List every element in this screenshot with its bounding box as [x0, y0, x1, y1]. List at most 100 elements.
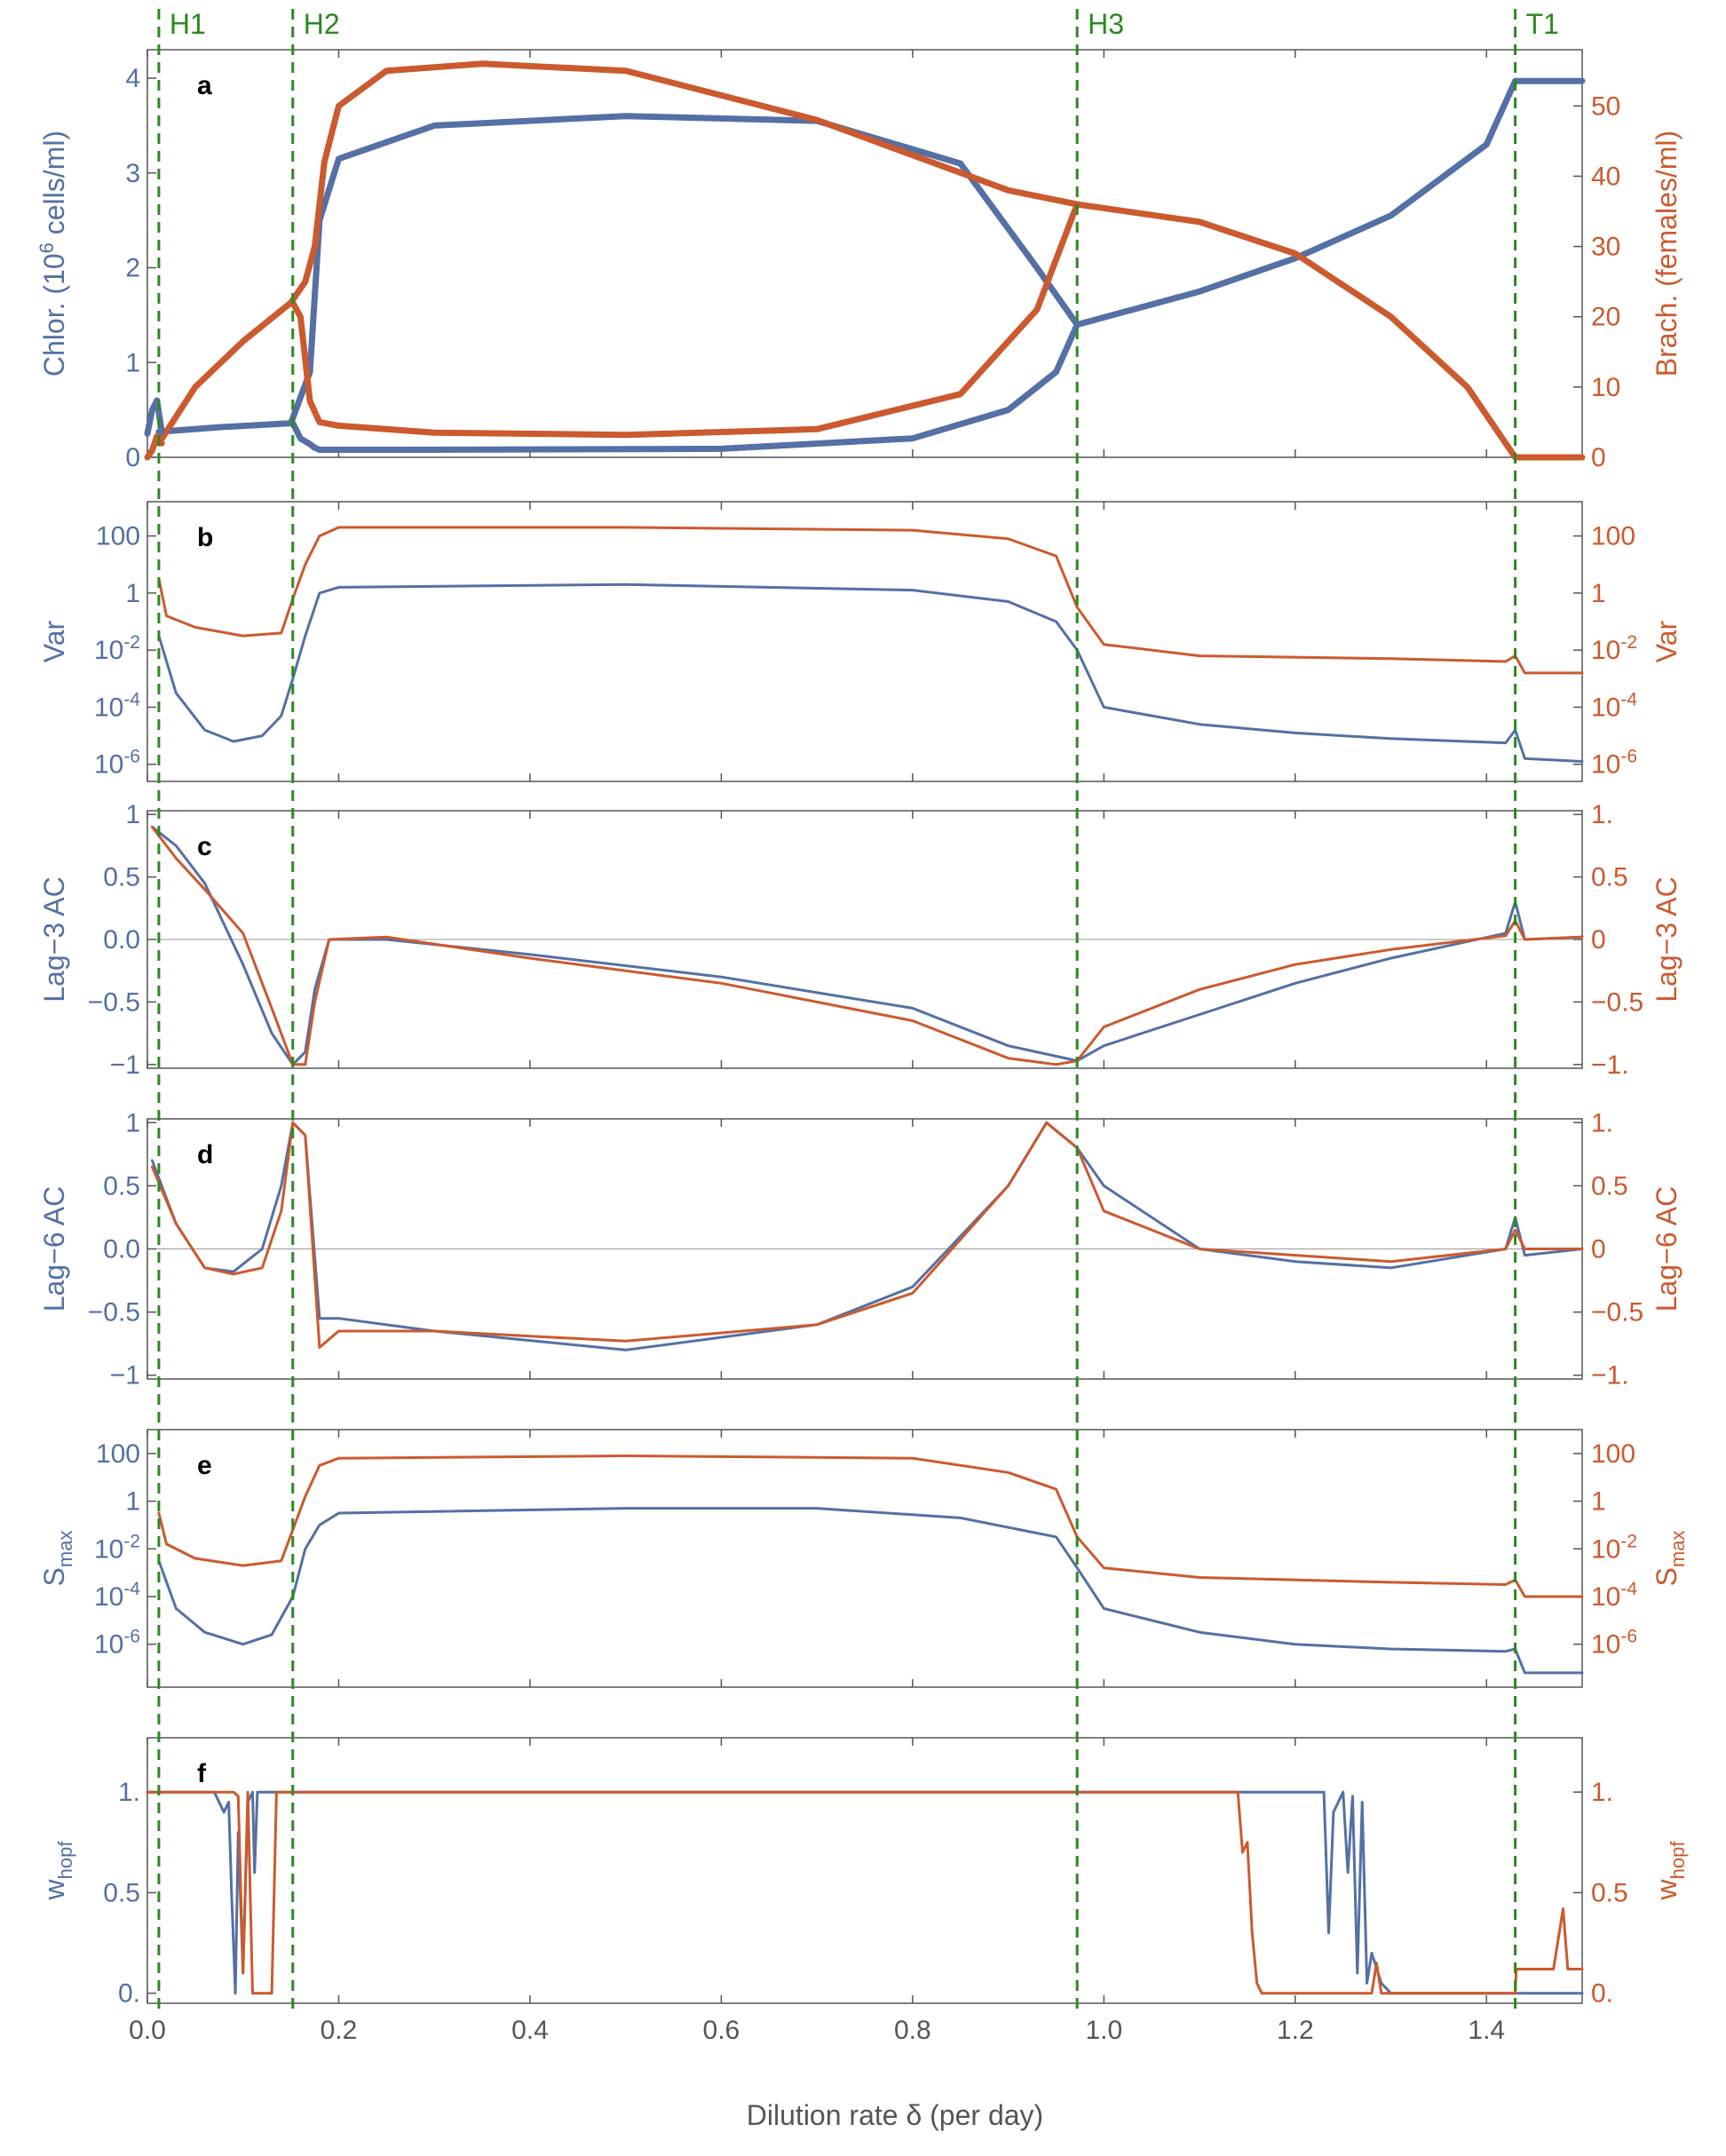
y-tick-label-right: −1.: [1591, 1361, 1629, 1391]
panel-letter-e: e: [197, 1451, 212, 1480]
transition-label-t1: T1: [1526, 8, 1559, 40]
y-tick-label-left: −1: [110, 1361, 140, 1391]
y-tick-label-right: 40: [1591, 162, 1620, 191]
y-tick-label-right: 10-4: [1591, 689, 1637, 722]
panel-letter-f: f: [197, 1759, 207, 1788]
y-axis-label-right: Var: [1651, 620, 1682, 662]
y-axis-label-left: Lag−3 AC: [38, 876, 70, 1002]
panel-f: 0.0 0.2 0.4 0.6 0.8 1.0 1.2 1.4 1. 0.5 0. 1. 0.5 0. f: [103, 1737, 1628, 2045]
y-tick-label-left: 10-2: [94, 1531, 140, 1564]
x-tick-label: 0.6: [703, 2016, 740, 2045]
panel-e: 100 1 10-2 10-4 10-6 100 1 10-2 10-4 10-6 e: [94, 1429, 1637, 1688]
y-axis-label-left: whopf: [38, 1841, 76, 1901]
y-tick-label-left: 4: [125, 64, 140, 93]
y-tick-label-right: 50: [1591, 91, 1620, 121]
panel-letter-c: c: [197, 832, 212, 861]
y-tick-label-left: 1.: [118, 1778, 140, 1807]
y-axis-label-right: Smax: [1651, 1531, 1689, 1587]
y-tick-label-right: 30: [1591, 233, 1620, 262]
x-axis-label: Dilution rate δ (per day): [747, 2099, 1043, 2131]
series-chlor--line: [150, 825, 1584, 1066]
series-chlor--line: [150, 1121, 1584, 1351]
y-tick-label-left: 10-2: [94, 632, 140, 665]
y-tick-label-right: 20: [1591, 303, 1620, 332]
y-axis-label-left: Smax: [38, 1531, 76, 1587]
y-tick-label-left: 1: [125, 579, 140, 608]
y-tick-label-right: 0.: [1591, 1979, 1613, 2009]
panel-c: 1 0.5 0.0 −0.5 −1 1. 0.5 0 −0.5 −1. c: [88, 800, 1643, 1080]
transition-label-h1: H1: [170, 8, 206, 40]
y-tick-label-right: −1.: [1591, 1050, 1629, 1080]
series-chlor-max-line: [155, 77, 1586, 435]
series-brach-min-line: [289, 201, 1081, 439]
y-tick-label-right: 0: [1591, 1235, 1606, 1264]
series-brach--line: [150, 1121, 1584, 1349]
y-axis-label-right: Lag−6 AC: [1651, 1186, 1682, 1312]
x-tick-label: 1.2: [1277, 2016, 1314, 2045]
series-chlor--line: [146, 1790, 1584, 1995]
y-tick-label-left: 1: [125, 348, 140, 377]
y-tick-label-left: 3: [125, 159, 140, 188]
y-tick-label-left: −0.5: [88, 987, 140, 1017]
series-brach--line: [157, 526, 1584, 675]
y-tick-label-right: 10-2: [1591, 632, 1637, 665]
series-chlor-low--line: [144, 397, 165, 437]
y-tick-label-left: 0.5: [103, 863, 140, 892]
y-tick-label-left: −0.5: [88, 1298, 140, 1328]
y-tick-label-left: 0.5: [103, 1171, 140, 1201]
y-axis-label-right: whopf: [1651, 1841, 1689, 1901]
y-tick-label-right: 1.: [1591, 1108, 1613, 1137]
y-tick-label-right: 10: [1591, 373, 1620, 402]
y-tick-label-right: 100: [1591, 1439, 1635, 1469]
transition-label-h3: H3: [1088, 8, 1124, 40]
y-tick-label-left: 10-4: [94, 689, 140, 722]
series-chlor--line: [157, 1507, 1584, 1675]
y-tick-label-left: 2: [125, 254, 140, 283]
panel-letter-b: b: [197, 523, 213, 552]
x-tick-label: 0.0: [129, 2016, 166, 2045]
y-tick-label-right: −0.5: [1591, 1298, 1643, 1328]
x-tick-label: 1.0: [1085, 2016, 1122, 2045]
y-tick-label-right: 0.5: [1591, 863, 1628, 892]
series-brach-max-line: [155, 60, 1081, 447]
y-tick-label-right: 0: [1591, 443, 1606, 472]
y-tick-label-left: 10-6: [94, 747, 140, 780]
y-tick-label-left: 0: [125, 443, 140, 472]
y-tick-label-right: −0.5: [1591, 987, 1643, 1017]
y-tick-label-left: 0.0: [103, 925, 140, 955]
y-tick-label-right: 0.5: [1591, 1171, 1628, 1201]
y-tick-label-left: 100: [96, 1439, 140, 1469]
panel-e-frame: [146, 1429, 1583, 1688]
y-tick-label-left: 100: [96, 522, 140, 551]
y-tick-label-left: 10-6: [94, 1627, 140, 1660]
panel-f-frame: [146, 1737, 1583, 2004]
y-tick-label-left: 0.0: [103, 1235, 140, 1264]
series-brach--line: [157, 1455, 1584, 1598]
y-tick-label-right: 1: [1591, 579, 1606, 608]
y-tick-label-left: 1: [125, 800, 140, 829]
series-chlor--line: [157, 583, 1584, 763]
panel-b-frame: [146, 501, 1583, 782]
y-axis-label-right: Lag−3 AC: [1651, 876, 1682, 1002]
y-tick-label-left: 1: [125, 1487, 140, 1517]
series-brach--line: [150, 825, 1584, 1066]
panel-letter-d: d: [197, 1140, 213, 1169]
y-tick-label-left: 10-4: [94, 1579, 140, 1612]
y-tick-label-right: 10-6: [1591, 747, 1637, 780]
series-brach--line: [146, 1790, 1584, 1995]
x-tick-label: 1.4: [1468, 2016, 1505, 2045]
panel-d: 1 0.5 0.0 −0.5 −1 1. 0.5 0 −0.5 −1. d: [88, 1108, 1643, 1390]
y-tick-label-left: 0.5: [103, 1878, 140, 1907]
x-tick-label: 0.2: [321, 2016, 358, 2045]
y-tick-label-left: −1: [110, 1050, 140, 1080]
y-tick-label-left: 1: [125, 1108, 140, 1137]
x-tick-label: 0.4: [511, 2016, 549, 2045]
y-axis-label-left: Var: [38, 620, 70, 662]
y-axis-label-left: Lag−6 AC: [38, 1186, 70, 1312]
transition-label-h2: H2: [304, 8, 340, 40]
y-axis-label-left: Chlor. (106 cells/ml): [36, 131, 70, 377]
y-tick-label-right: 10-2: [1591, 1531, 1637, 1564]
y-tick-label-right: 0.5: [1591, 1878, 1628, 1907]
x-tick-label: 0.8: [894, 2016, 931, 2045]
